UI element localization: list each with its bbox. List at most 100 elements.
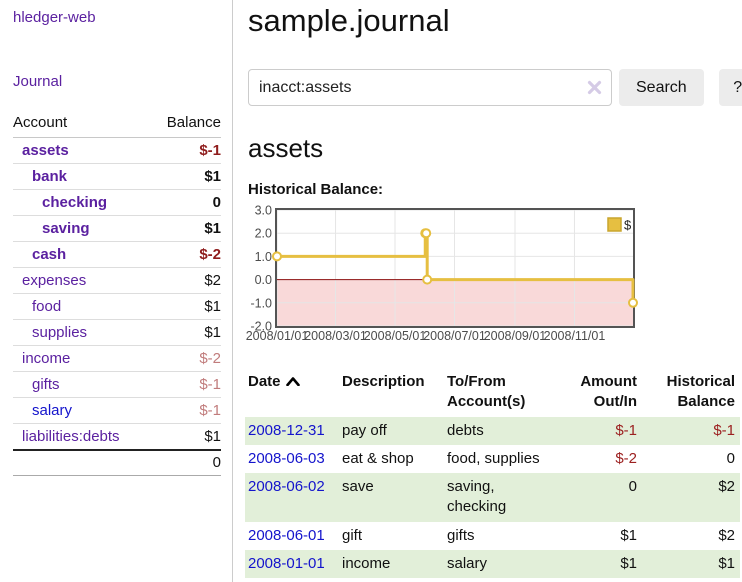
sort-ascending-icon <box>285 372 300 392</box>
register-header-balance: Historical Balance <box>666 373 735 411</box>
register-row: 2008-12-31 pay off debts $-1 $-1 <box>245 416 740 445</box>
historical-balance-chart[interactable]: 3.0 2.0 1.0 0.0 -1.0 -2.02008/01/012008/03/01… <box>246 204 642 346</box>
account-link-food[interactable]: food <box>32 298 62 315</box>
search-input[interactable] <box>248 69 612 106</box>
accounts-header-account: Account <box>13 111 151 138</box>
transaction-accounts: salary <box>447 554 488 572</box>
data-point-marker <box>422 274 433 285</box>
account-balance: $1 <box>150 319 221 346</box>
account-balance: $-1 <box>150 137 221 164</box>
x-axis-tick: 2008/01/01 <box>246 329 309 343</box>
x-axis-tick: 2008/11/01 <box>544 329 606 343</box>
transaction-balance: $-1 <box>713 421 735 439</box>
account-row: expenses $2 <box>13 267 221 294</box>
account-balance: $-1 <box>150 397 221 424</box>
account-row: checking 0 <box>13 189 221 216</box>
plot-border <box>275 208 635 328</box>
account-row: income $-2 <box>13 345 221 372</box>
sidebar: hledger-web Journal Account Balance asse… <box>0 0 233 582</box>
transaction-balance: $2 <box>718 526 735 544</box>
register-header-accounts: To/From Account(s) <box>447 373 526 411</box>
account-balance: $-2 <box>150 345 221 372</box>
account-link-supplies[interactable]: supplies <box>32 324 88 341</box>
account-link-checking[interactable]: checking <box>42 194 108 211</box>
account-link-expenses[interactable]: expenses <box>22 272 87 289</box>
app-title-link[interactable]: hledger-web <box>13 9 96 26</box>
account-row: bank $1 <box>13 163 221 190</box>
account-link-bank[interactable]: bank <box>32 168 68 185</box>
register-header-description: Description <box>342 373 425 390</box>
y-axis-tick: 2.0 <box>255 227 272 241</box>
account-row: saving $1 <box>13 215 221 242</box>
account-row: liabilities:debts $1 <box>13 423 221 451</box>
account-link-liabilities-debts[interactable]: liabilities:debts <box>22 428 120 445</box>
register-row: 2008-06-03 eat & shop food, supplies $-2… <box>245 445 740 473</box>
main-content: sample.journal Search ? assets Historica… <box>233 0 742 582</box>
transaction-date-link[interactable]: 2008-06-02 <box>248 478 325 495</box>
transaction-amount: $1 <box>620 554 637 572</box>
account-link-income[interactable]: income <box>22 350 71 367</box>
account-link-salary[interactable]: salary <box>32 402 73 419</box>
account-balance: $1 <box>150 293 221 320</box>
chart-container: 3.0 2.0 1.0 0.0 -1.0 -2.0 2008/01/01 2008/03/01… <box>246 204 742 346</box>
account-row: cash $-2 <box>13 241 221 268</box>
account-row: assets $-1 <box>13 137 221 164</box>
clear-search-icon[interactable] <box>587 80 602 99</box>
transaction-description: pay off <box>342 421 387 439</box>
transaction-date-link[interactable]: 2008-12-31 <box>248 421 325 439</box>
account-row: gifts $-1 <box>13 371 221 398</box>
transaction-accounts: debts <box>447 421 484 439</box>
y-axis-tick: -2.0 <box>250 320 272 334</box>
accounts-table: Account Balance assets $-1 bank $1 check… <box>13 111 221 476</box>
register-row: 2008-06-02 save saving, checking 0 $2 <box>245 473 740 522</box>
account-balance: $2 <box>150 267 221 294</box>
transaction-date-link[interactable]: 2008-01-01 <box>248 554 325 572</box>
legend-swatch <box>607 217 622 232</box>
account-row: food $1 <box>13 293 221 320</box>
register-header-date-label: Date <box>248 373 281 390</box>
y-axis-tick: -1.0 <box>250 296 272 310</box>
help-button[interactable]: ? <box>718 69 742 106</box>
register-header-date[interactable]: Date <box>245 372 342 417</box>
account-balance: $1 <box>150 423 221 451</box>
y-axis-tick: 1.0 <box>255 250 272 264</box>
accounts-header-balance: Balance <box>150 111 221 138</box>
account-heading: assets <box>248 133 324 163</box>
account-balance: $-1 <box>150 371 221 398</box>
transaction-balance: $2 <box>718 478 735 495</box>
x-axis-tick: 2008/03/01 <box>304 329 367 343</box>
transaction-accounts: saving, checking <box>447 478 507 516</box>
data-point-marker <box>421 228 432 239</box>
register-row: 2008-01-01 income salary $1 $1 <box>245 549 740 578</box>
account-row: supplies $1 <box>13 319 221 346</box>
transaction-date-link[interactable]: 2008-06-01 <box>248 526 325 544</box>
account-balance: $1 <box>150 163 221 190</box>
register-row: 2008-06-01 gift gifts $1 $2 <box>245 522 740 550</box>
x-axis-tick: 2008/05/01 <box>364 329 427 343</box>
transaction-date-link[interactable]: 2008-06-03 <box>248 449 325 467</box>
data-point-marker <box>628 297 638 308</box>
transaction-amount: $-2 <box>615 449 637 467</box>
search-button[interactable]: Search <box>619 69 704 106</box>
account-link-saving[interactable]: saving <box>42 220 90 237</box>
accounts-total-row: 0 <box>13 449 221 476</box>
account-balance: $1 <box>150 215 221 242</box>
transaction-amount: $1 <box>620 526 637 544</box>
account-link-gifts[interactable]: gifts <box>32 376 60 393</box>
transaction-amount: $-1 <box>615 421 637 439</box>
x-axis-tick: 2008/07/01 <box>423 329 486 343</box>
search-form: Search ? <box>248 69 742 106</box>
account-balance: 0 <box>150 189 221 216</box>
account-balance: $-2 <box>150 241 221 268</box>
account-link-cash[interactable]: cash <box>32 246 67 263</box>
transaction-balance: $1 <box>718 554 735 572</box>
sidebar-item-journal[interactable]: Journal <box>13 73 63 90</box>
transaction-description: income <box>342 554 391 572</box>
y-axis-tick: 0.0 <box>255 273 272 287</box>
transaction-accounts: food, supplies <box>447 449 540 467</box>
register-table: Date Description To/From Account(s) Amou… <box>245 372 740 578</box>
account-link-assets[interactable]: assets <box>22 142 69 159</box>
register-header-row: Date Description To/From Account(s) Amou… <box>245 372 740 417</box>
transaction-accounts: gifts <box>447 526 475 544</box>
